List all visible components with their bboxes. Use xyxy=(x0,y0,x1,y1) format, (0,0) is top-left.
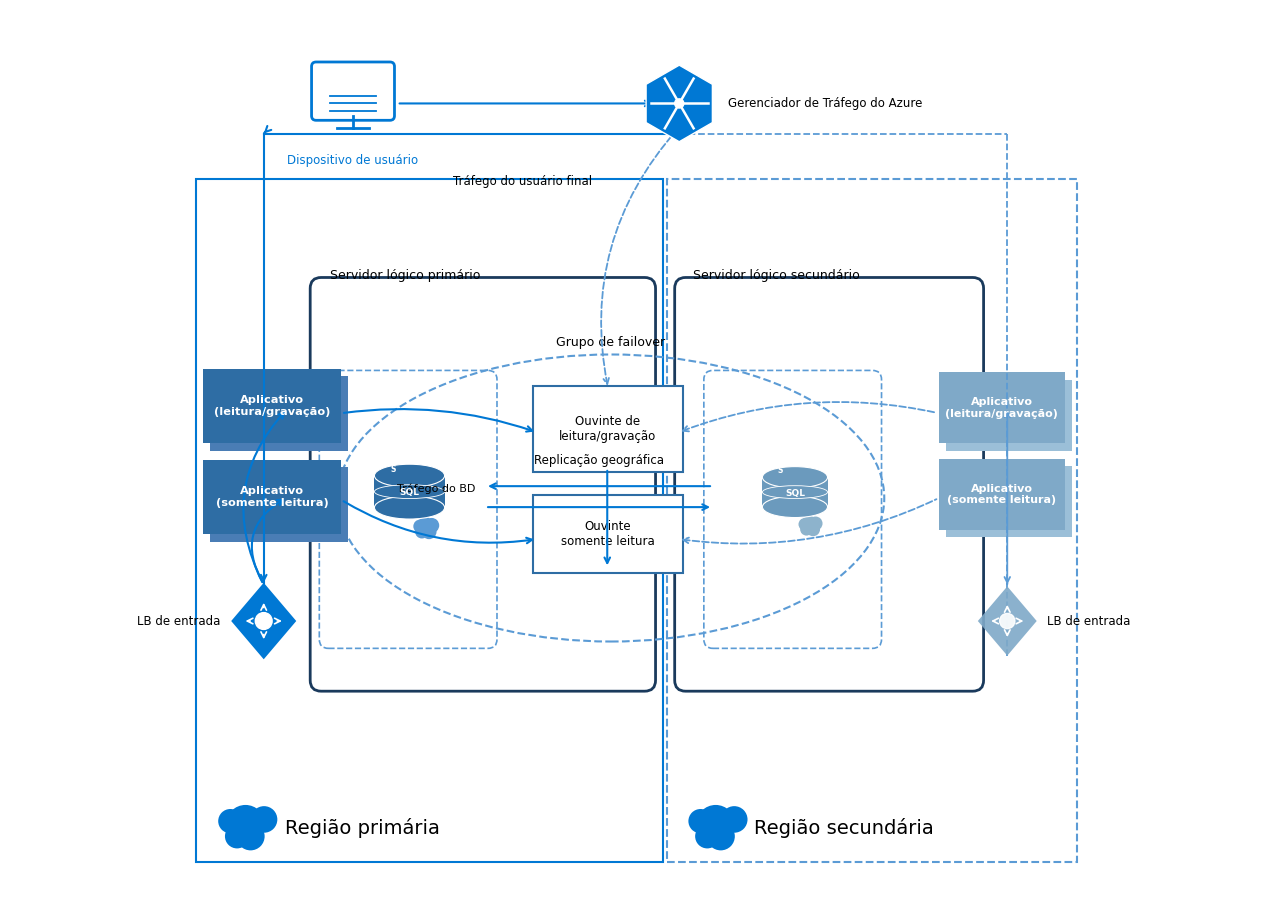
Text: LB de entrada: LB de entrada xyxy=(136,614,220,628)
Text: Servidor lógico primário: Servidor lógico primário xyxy=(330,269,480,282)
Circle shape xyxy=(225,824,249,848)
Text: Ouvinte de
leitura/gravação: Ouvinte de leitura/gravação xyxy=(559,415,656,443)
Circle shape xyxy=(697,805,735,844)
Text: Aplicativo
(somente leitura): Aplicativo (somente leitura) xyxy=(947,484,1056,505)
Circle shape xyxy=(806,522,820,537)
Ellipse shape xyxy=(763,496,827,517)
FancyBboxPatch shape xyxy=(533,386,683,473)
Text: Replicação geográfica: Replicação geográfica xyxy=(534,454,663,467)
Circle shape xyxy=(801,516,819,535)
Circle shape xyxy=(798,518,811,531)
Ellipse shape xyxy=(375,496,445,519)
Text: LB de entrada: LB de entrada xyxy=(1047,614,1131,628)
Circle shape xyxy=(707,823,735,850)
Circle shape xyxy=(236,823,264,850)
Circle shape xyxy=(422,525,436,539)
Text: S: S xyxy=(778,466,783,475)
Text: Ouvinte
somente leitura: Ouvinte somente leitura xyxy=(561,520,655,548)
FancyBboxPatch shape xyxy=(202,368,341,443)
FancyBboxPatch shape xyxy=(210,467,348,542)
Polygon shape xyxy=(646,65,712,142)
Text: Aplicativo
(leitura/gravação): Aplicativo (leitura/gravação) xyxy=(946,397,1059,419)
FancyBboxPatch shape xyxy=(939,372,1065,443)
FancyBboxPatch shape xyxy=(939,459,1065,530)
Circle shape xyxy=(413,519,427,533)
Circle shape xyxy=(416,525,428,538)
Circle shape xyxy=(1000,613,1016,629)
Text: Servidor lógico secundário: Servidor lógico secundário xyxy=(693,269,859,282)
Polygon shape xyxy=(231,583,296,659)
FancyBboxPatch shape xyxy=(946,466,1071,537)
Text: Grupo de failover: Grupo de failover xyxy=(557,335,666,349)
Ellipse shape xyxy=(375,464,445,487)
Circle shape xyxy=(675,99,684,108)
Ellipse shape xyxy=(763,467,827,488)
Circle shape xyxy=(801,523,812,536)
FancyBboxPatch shape xyxy=(202,460,341,535)
Text: S: S xyxy=(391,464,397,473)
FancyBboxPatch shape xyxy=(946,379,1071,451)
Circle shape xyxy=(219,809,243,834)
Circle shape xyxy=(425,518,440,533)
Text: Tráfego do usuário final: Tráfego do usuário final xyxy=(454,175,592,188)
FancyBboxPatch shape xyxy=(210,376,348,451)
Text: Região secundária: Região secundária xyxy=(754,818,934,838)
Text: Gerenciador de Tráfego do Azure: Gerenciador de Tráfego do Azure xyxy=(728,97,923,110)
Circle shape xyxy=(721,806,747,833)
Text: Tráfego do BD: Tráfego do BD xyxy=(397,484,475,494)
Polygon shape xyxy=(375,475,445,507)
Ellipse shape xyxy=(763,485,827,498)
Circle shape xyxy=(416,517,435,537)
Polygon shape xyxy=(977,587,1037,655)
Text: SQL: SQL xyxy=(399,488,419,497)
FancyBboxPatch shape xyxy=(533,495,683,573)
Text: Dispositivo de usuário: Dispositivo de usuário xyxy=(287,154,418,166)
Text: Região primária: Região primária xyxy=(285,818,440,838)
Circle shape xyxy=(226,805,266,844)
Text: Aplicativo
(somente leitura): Aplicativo (somente leitura) xyxy=(216,486,328,508)
Circle shape xyxy=(689,809,713,834)
Circle shape xyxy=(250,806,277,833)
Text: SQL: SQL xyxy=(785,489,805,498)
Circle shape xyxy=(695,824,719,848)
Circle shape xyxy=(808,516,822,530)
Circle shape xyxy=(255,612,272,630)
Ellipse shape xyxy=(375,484,445,498)
Polygon shape xyxy=(763,477,827,507)
Text: Aplicativo
(leitura/gravação): Aplicativo (leitura/gravação) xyxy=(214,395,330,417)
